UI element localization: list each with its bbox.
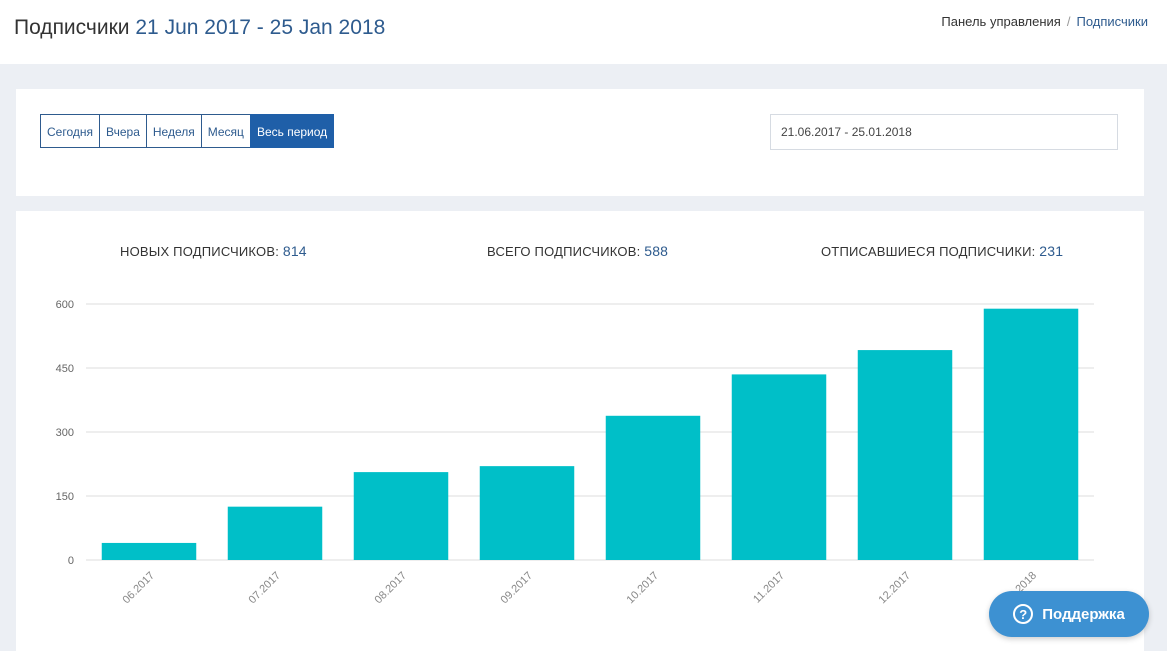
stat-new-value: 814 — [282, 243, 307, 259]
stat-new-label: НОВЫХ ПОДПИСЧИКОВ: — [120, 244, 280, 259]
y-tick-label: 600 — [56, 299, 74, 311]
support-label: Поддержка — [1042, 605, 1125, 623]
y-tick-label: 150 — [56, 491, 74, 503]
period-week-button[interactable]: Неделя — [145, 114, 202, 148]
x-tick-label: 10.2017 — [625, 570, 662, 607]
stat-total-label: ВСЕГО ПОДПИСЧИКОВ: — [487, 244, 641, 259]
date-range-input[interactable] — [770, 114, 1118, 150]
stat-total-value: 588 — [644, 243, 669, 259]
chart-bar[interactable] — [731, 374, 827, 560]
breadcrumb-separator: / — [1066, 14, 1071, 29]
chart-bar[interactable] — [101, 542, 197, 560]
top-bar: Подписчики 21 Jun 2017 - 25 Jan 2018 Пан… — [0, 0, 1167, 64]
chart-bar[interactable] — [983, 308, 1079, 560]
x-tick-label: 12.2017 — [877, 570, 914, 607]
chart-bar[interactable] — [857, 350, 953, 560]
stat-unsub-label: ОТПИСАВШИЕСЯ ПОДПИСЧИКИ: — [821, 244, 1036, 259]
stat-new-subscribers: НОВЫХ ПОДПИСЧИКОВ: 814 — [120, 243, 307, 259]
page-title-text: Подписчики — [14, 16, 130, 39]
breadcrumb: Панель управления / Подписчики — [941, 14, 1148, 29]
chart-card: НОВЫХ ПОДПИСЧИКОВ: 814 ВСЕГО ПОДПИСЧИКОВ… — [16, 211, 1144, 651]
question-circle-icon: ? — [1013, 604, 1034, 624]
chart-bar[interactable] — [605, 415, 701, 560]
period-month-button[interactable]: Месяц — [200, 114, 251, 148]
page-title: Подписчики 21 Jun 2017 - 25 Jan 2018 — [14, 16, 385, 40]
breadcrumb-dashboard-link[interactable]: Панель управления — [941, 14, 1061, 29]
x-tick-label: 11.2017 — [751, 570, 787, 606]
period-yesterday-button[interactable]: Вчера — [99, 114, 147, 148]
filters-card: Сегодня Вчера Неделя Месяц Весь период — [16, 89, 1144, 196]
page-date-range: 21 Jun 2017 - 25 Jan 2018 — [135, 16, 386, 39]
support-button[interactable]: ? Поддержка — [989, 591, 1149, 637]
chart-bar[interactable] — [353, 472, 449, 560]
chart-bar[interactable] — [479, 466, 575, 560]
period-button-group: Сегодня Вчера Неделя Месяц Весь период — [40, 114, 335, 150]
x-tick-label: 08.2017 — [373, 570, 410, 607]
x-tick-label: 07.2017 — [247, 570, 284, 607]
stat-unsub-value: 231 — [1039, 243, 1064, 259]
stat-unsubscribed: ОТПИСАВШИЕСЯ ПОДПИСЧИКИ: 231 — [821, 243, 1063, 259]
y-tick-label: 0 — [68, 555, 74, 567]
y-tick-label: 300 — [56, 427, 74, 439]
stat-total-subscribers: ВСЕГО ПОДПИСЧИКОВ: 588 — [487, 243, 668, 259]
period-all-button[interactable]: Весь период — [249, 114, 335, 148]
x-tick-label: 09.2017 — [499, 570, 536, 607]
period-today-button[interactable]: Сегодня — [40, 114, 100, 148]
y-tick-label: 450 — [56, 363, 74, 375]
breadcrumb-current: Подписчики — [1076, 14, 1148, 29]
chart-bar[interactable] — [227, 506, 323, 560]
x-tick-label: 06.2017 — [121, 570, 158, 607]
subscribers-bar-chart: 0 150 300 450 600 06.2017 07.2017 08.2017 09.201… — [56, 299, 1094, 607]
